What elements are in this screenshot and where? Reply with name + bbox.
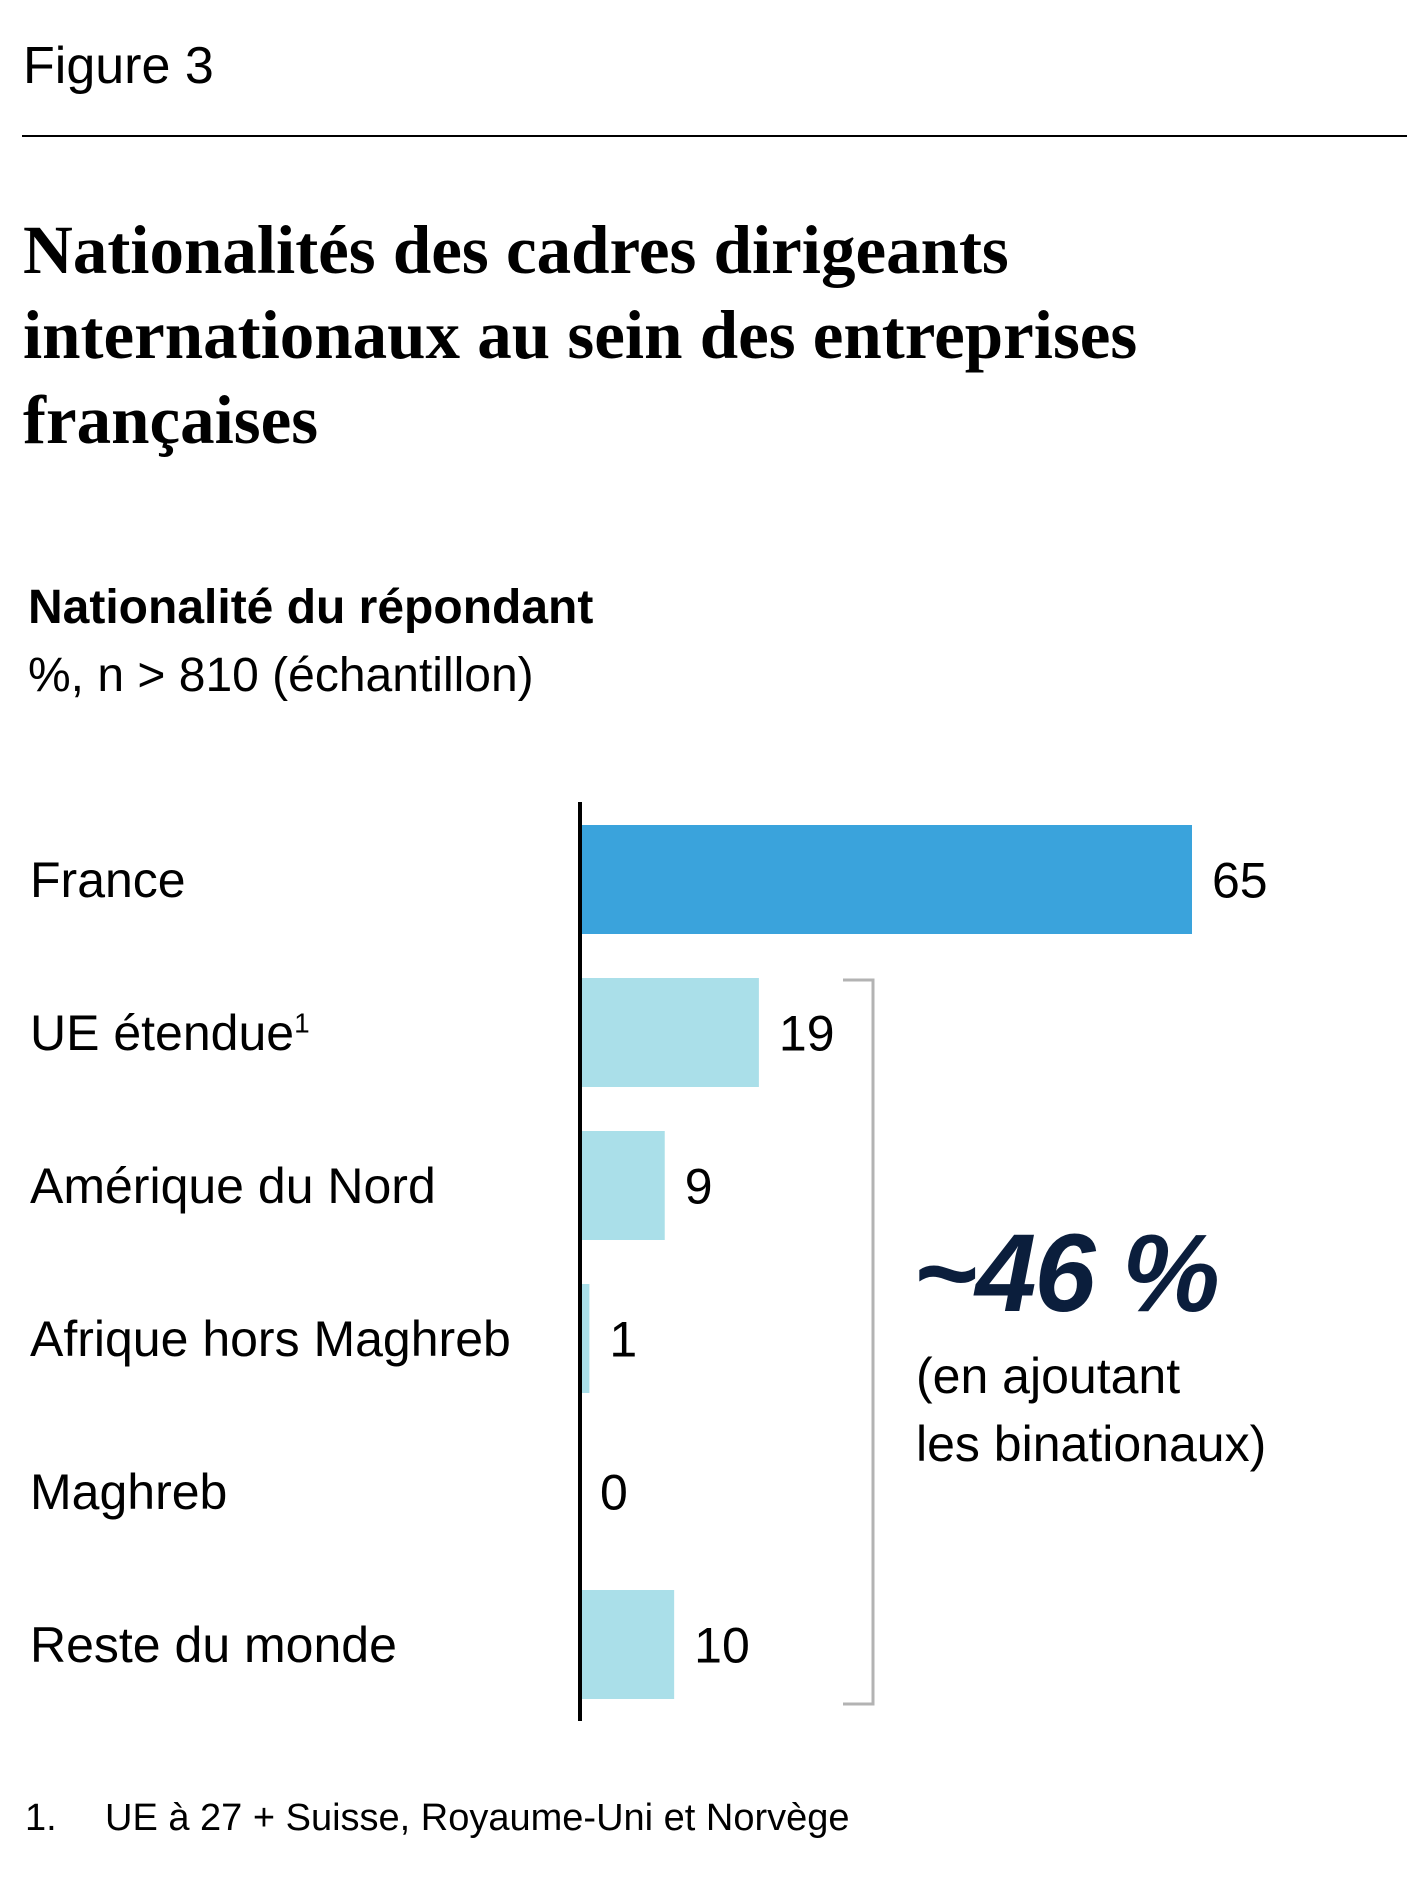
bar-afrique-hors-maghreb: [580, 1284, 590, 1393]
category-label-ue-etendue: UE étendue1: [30, 1005, 310, 1061]
header-divider: [22, 135, 1407, 137]
chart-subtitle: Nationalité du répondant: [28, 581, 594, 634]
category-label-france: France: [30, 852, 186, 908]
value-label-afrique-hors-maghreb: 1: [609, 1312, 637, 1368]
value-label-maghreb: 0: [600, 1465, 628, 1521]
value-label-ue-etendue: 19: [779, 1006, 835, 1062]
figure-label: Figure 3: [23, 37, 214, 95]
annotation-value: ~46 %: [913, 1212, 1220, 1335]
footnote-text: UE à 27 + Suisse, Royaume-Uni et Norvège: [105, 1797, 850, 1839]
value-label-amerique-du-nord: 9: [685, 1159, 713, 1215]
bar-ue-etendue: [580, 978, 759, 1087]
annotation-note-line-1: (en ajoutant: [916, 1348, 1181, 1404]
category-label-afrique-hors-maghreb: Afrique hors Maghreb: [30, 1311, 511, 1367]
category-label-reste-du-monde: Reste du monde: [30, 1617, 397, 1673]
chart-unit: %, n > 810 (échantillon): [28, 649, 534, 702]
value-label-france: 65: [1212, 853, 1268, 909]
category-label-amerique-du-nord: Amérique du Nord: [30, 1158, 436, 1214]
bar-france: [580, 825, 1192, 934]
bar-amerique-du-nord: [580, 1131, 665, 1240]
annotation-bracket: [843, 978, 875, 1706]
footnote-marker: 1: [294, 1007, 310, 1039]
annotation-note-line-2: les binationaux): [916, 1416, 1267, 1472]
bar-reste-du-monde: [580, 1590, 675, 1699]
footnote-number: 1.: [25, 1797, 57, 1839]
chart-title: Nationalités des cadres dirigeants inter…: [23, 212, 1138, 458]
category-label-maghreb: Maghreb: [30, 1464, 228, 1520]
value-label-reste-du-monde: 10: [694, 1618, 750, 1674]
